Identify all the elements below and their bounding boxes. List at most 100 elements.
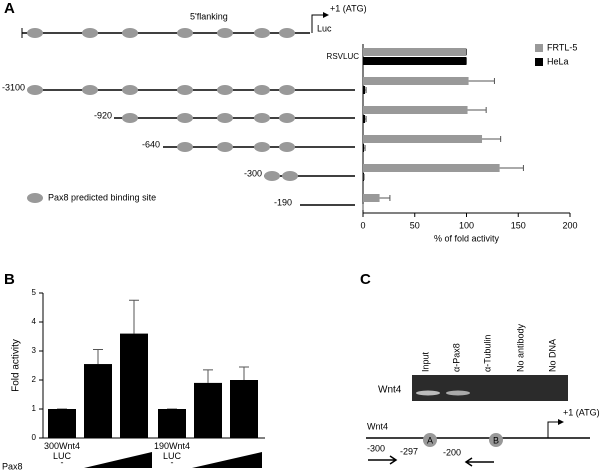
x-tick-label: 100 (459, 220, 474, 230)
control-mark: - (61, 457, 64, 467)
primer-arrow (464, 457, 494, 467)
primer-label: -200 (443, 447, 461, 457)
y-tick-label: 5 (32, 288, 37, 297)
treatment-label: Pax8 (2, 461, 23, 471)
category-label: -190 (274, 197, 292, 207)
error-bar (499, 165, 524, 171)
legend-label: FRTL-5 (547, 42, 577, 52)
site-legend-label: Pax8 predicted binding site (48, 192, 156, 202)
bar (48, 409, 76, 438)
bar (194, 382, 222, 438)
error-bar (365, 116, 367, 122)
x-tick-label: 300Wnt4 LUC (43, 441, 81, 461)
binding-site (279, 142, 295, 152)
site (489, 433, 503, 447)
bar (363, 57, 467, 65)
error-bar (379, 195, 391, 201)
bar (363, 144, 365, 152)
binding-site (282, 171, 298, 181)
lane-label: No DNA (547, 339, 557, 372)
lane-label: α-Pax8 (451, 343, 461, 372)
binding-site (217, 113, 233, 123)
x-tick-label: 190Wnt4 LUC (153, 441, 191, 461)
gene-label: Wnt4 (367, 421, 388, 431)
binding-site (254, 85, 270, 95)
bar (363, 115, 366, 123)
start-arrow (311, 14, 327, 33)
lane-label: Input (420, 351, 430, 372)
bar (363, 106, 468, 114)
gel-band (446, 390, 470, 396)
panel-label: C (360, 271, 371, 288)
bar (363, 48, 467, 56)
site-label: A (427, 435, 433, 445)
binding-site (217, 142, 233, 152)
bar (120, 333, 148, 438)
binding-site (177, 28, 193, 38)
error-bar (365, 87, 367, 93)
bar (230, 380, 258, 438)
bar (363, 194, 380, 202)
binding-site (217, 85, 233, 95)
primer-arrow (368, 455, 398, 465)
binding-site (254, 142, 270, 152)
binding-site (82, 85, 98, 95)
control-mark: - (171, 457, 174, 467)
y-tick-label: 0 (32, 433, 37, 442)
bar (158, 409, 186, 438)
binding-site (122, 113, 138, 123)
gel-label: Wnt4 (378, 385, 402, 396)
site (423, 433, 437, 447)
dose-wedge (192, 452, 262, 468)
bar (84, 364, 112, 438)
binding-site (122, 85, 138, 95)
gene-end-label: -300 (367, 443, 385, 453)
error-bar (467, 107, 487, 113)
lane-label: No antibody (515, 323, 525, 372)
site-legend-icon (27, 193, 43, 203)
binding-site (217, 28, 233, 38)
binding-site (177, 85, 193, 95)
legend-swatch (535, 44, 543, 52)
x-tick-label: 0 (360, 220, 365, 230)
x-tick-label: 50 (410, 220, 420, 230)
x-tick-label: 150 (511, 220, 526, 230)
primer-label: -297 (400, 446, 418, 456)
category-label: RSVLUC (327, 52, 360, 61)
binding-site (122, 28, 138, 38)
error-bar (129, 299, 139, 334)
y-tick-label: 2 (32, 375, 37, 384)
category-label: -3100 (2, 82, 25, 92)
x-axis-label: % of fold activity (434, 233, 500, 243)
binding-site (177, 113, 193, 123)
arrow-head (558, 419, 564, 425)
binding-site (27, 85, 43, 95)
lane-label: α-Tubulin (482, 335, 492, 372)
y-tick-label: 3 (32, 346, 37, 355)
error-bar (482, 136, 502, 142)
binding-site (254, 113, 270, 123)
binding-site (82, 28, 98, 38)
y-axis-label: Fold activity (11, 339, 22, 392)
binding-site (264, 171, 280, 181)
binding-site (177, 142, 193, 152)
binding-site (279, 28, 295, 38)
bar (363, 173, 365, 181)
legend-label: HeLa (547, 56, 569, 66)
gel-band (416, 390, 440, 396)
error-bar (364, 145, 366, 151)
error-bar (203, 369, 213, 383)
bar (363, 77, 469, 85)
flanking-label: 5'flanking (190, 11, 228, 21)
error-bar (468, 78, 495, 84)
error-bar (239, 366, 249, 380)
category-label: -300 (244, 168, 262, 178)
y-tick-label: 1 (32, 404, 37, 413)
error-bar (93, 349, 103, 365)
category-label: -920 (94, 110, 112, 120)
bar (363, 86, 366, 94)
gel (412, 375, 568, 401)
site-label: B (493, 435, 499, 445)
